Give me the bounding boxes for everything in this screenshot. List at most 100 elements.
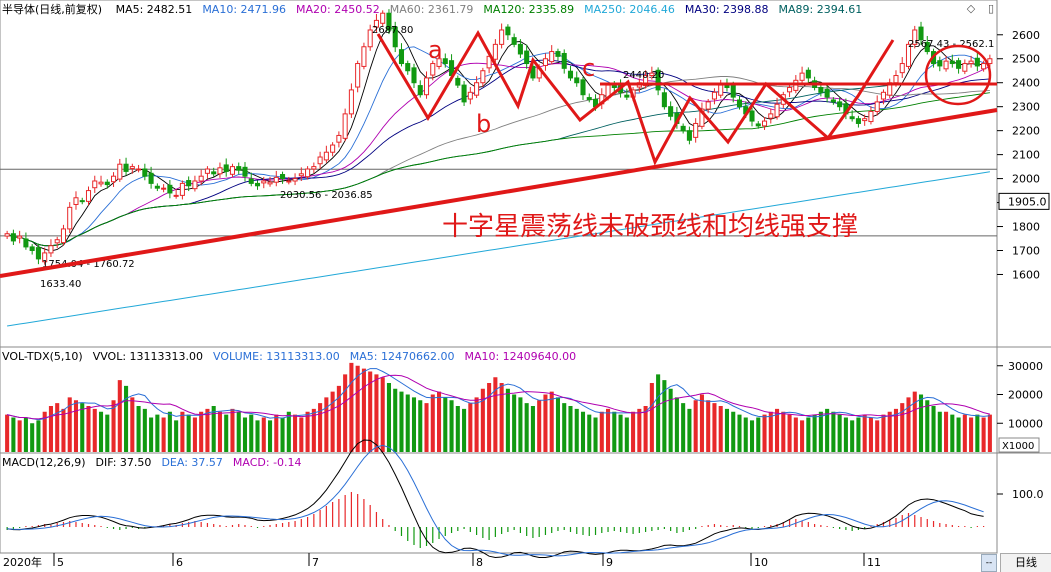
volume-bar	[693, 400, 698, 452]
candle-body	[367, 29, 373, 48]
candle-body	[893, 75, 899, 84]
volume-bar	[255, 420, 260, 452]
volume-bar	[631, 411, 636, 452]
volume-bar	[280, 417, 285, 452]
scroll-button[interactable]: --	[981, 554, 997, 572]
volume-bar	[142, 408, 147, 452]
volume-bar	[230, 408, 235, 452]
x-axis-label-4: 8	[476, 556, 483, 569]
price-label-3: 2030.56 - 2036.85	[280, 190, 373, 201]
tab-daily[interactable]: 日线	[1000, 553, 1051, 572]
volume-bar	[205, 408, 210, 452]
volume-bar	[149, 417, 154, 452]
candle-body	[229, 166, 236, 175]
volume-bar	[987, 414, 992, 452]
price-tick-label-8: 2400	[1012, 77, 1040, 90]
candle-body	[136, 168, 142, 171]
candle-body	[924, 41, 930, 53]
candle-body	[730, 84, 736, 98]
candle-body	[242, 166, 248, 177]
volume-bar	[368, 371, 373, 452]
candle-body	[686, 130, 692, 141]
volume-bar	[800, 420, 805, 452]
window-icon[interactable]: ▯	[987, 2, 995, 15]
volume-bar	[199, 411, 204, 452]
candle-body	[517, 43, 523, 55]
volume-bar	[580, 411, 586, 452]
candle-body	[787, 87, 793, 93]
volume-bar	[487, 383, 492, 452]
ma-line-250	[7, 171, 990, 327]
volume-bar	[843, 417, 848, 452]
candle-body	[956, 60, 962, 69]
volume-bar	[699, 394, 704, 452]
candle-body	[405, 63, 411, 72]
candle-body	[348, 89, 354, 115]
candle-body	[273, 176, 279, 183]
price-tick-label-7: 2300	[1012, 101, 1040, 114]
volume-bar	[48, 406, 53, 452]
candle-body	[179, 182, 185, 196]
volume-bar	[793, 417, 798, 452]
candle-body	[905, 43, 912, 67]
candle-body	[173, 194, 179, 197]
volume-bar	[818, 411, 823, 452]
candle-body	[236, 166, 242, 171]
candle-body	[186, 180, 192, 187]
candle-body	[192, 180, 198, 190]
ma-legend-item-3: MA60: 2361.79	[389, 3, 474, 16]
volume-bar	[236, 411, 241, 452]
volume-bar	[42, 411, 47, 452]
candle-body	[643, 75, 649, 87]
ma-legend-item-5: MA250: 2046.46	[584, 3, 675, 16]
candle-body	[505, 26, 511, 36]
candle-body	[561, 52, 567, 69]
candle-body	[4, 233, 10, 237]
volume-bar	[530, 406, 535, 452]
volume-bar	[462, 408, 467, 452]
candle-body	[417, 85, 423, 96]
diamond-icon[interactable]: ◇	[966, 2, 976, 15]
price-label-2: 1633.40	[40, 279, 81, 290]
candle-body	[204, 168, 210, 174]
price-tick-label-0: 1600	[1012, 268, 1040, 281]
price-tick-label-5: 2100	[1012, 149, 1040, 162]
volume-legend-item-1: VVOL: 13113313.00	[92, 350, 204, 363]
ma-legend: MA5: 2482.51 MA10: 2471.96 MA20: 2450.52 MA…	[116, 3, 873, 16]
candle-body	[29, 246, 35, 252]
candle-body	[824, 88, 830, 98]
volume-bar	[155, 414, 160, 452]
volume-bar	[975, 414, 980, 452]
candle-body	[79, 200, 85, 203]
price-tick-label-1: 1700	[1012, 245, 1040, 258]
volume-bar	[67, 397, 72, 452]
volume-bar	[593, 417, 598, 452]
volume-legend-item-2: VOLUME: 13113313.00	[213, 350, 340, 363]
volume-bar	[850, 420, 855, 452]
volume-bar	[386, 383, 391, 452]
candle-body	[142, 168, 148, 177]
candle-body	[430, 63, 436, 76]
price-tick-label-4: 2000	[1012, 173, 1040, 186]
candle-body	[217, 167, 223, 175]
candle-body	[943, 60, 949, 70]
candle-body	[868, 110, 874, 123]
candle-body	[248, 178, 254, 184]
candle-body	[855, 118, 861, 124]
volume-bar	[55, 403, 60, 452]
volume-bar	[981, 417, 986, 452]
volume-bar	[812, 414, 817, 452]
price-label-5: 2567.43 - 2562.1	[908, 39, 994, 50]
candle-body	[511, 37, 517, 45]
volume-bar	[781, 411, 786, 452]
volume-bar	[599, 411, 604, 452]
volume-bar	[505, 388, 510, 452]
candle-body	[261, 180, 267, 184]
volume-bar	[242, 417, 248, 452]
price-tick-label-10: 2600	[1012, 29, 1040, 42]
candle-body	[305, 168, 311, 178]
volume-bar	[543, 394, 548, 452]
candle-body	[949, 60, 955, 65]
candle-body	[668, 106, 674, 117]
volume-bar	[5, 414, 10, 452]
